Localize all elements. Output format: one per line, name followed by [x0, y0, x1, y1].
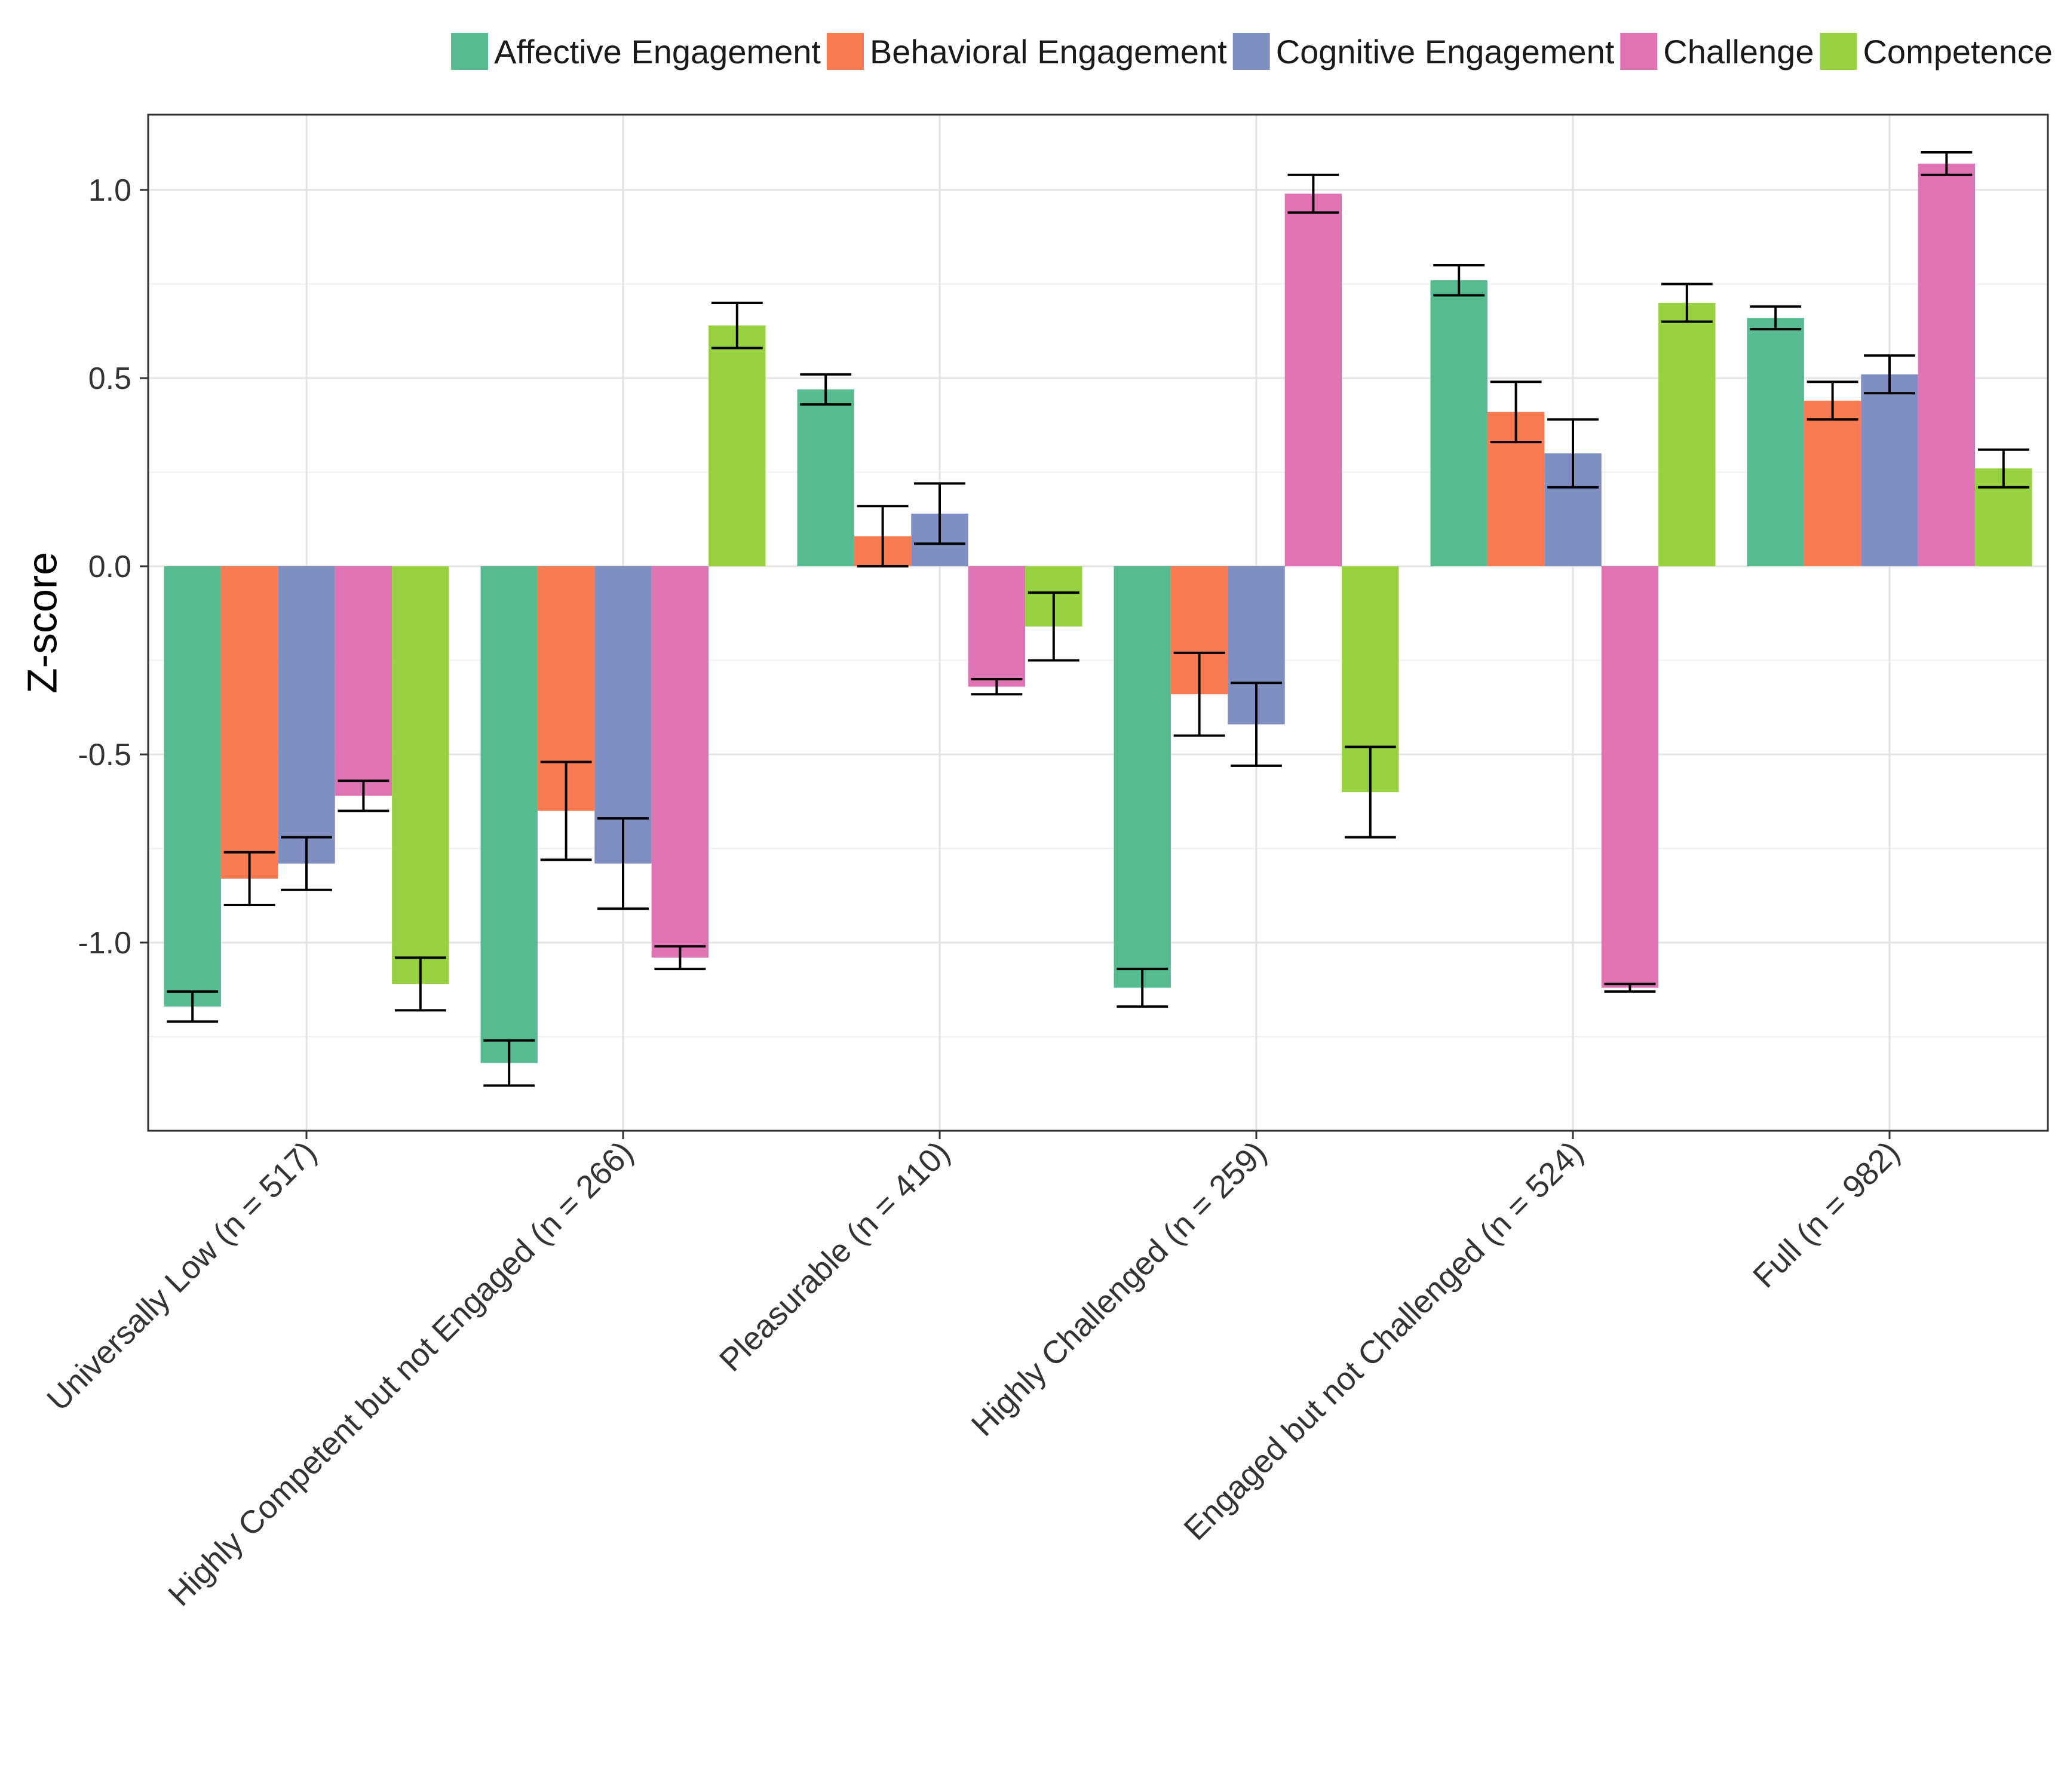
bar — [797, 389, 854, 566]
bar — [1430, 280, 1488, 566]
legend-item: Cognitive Engagement — [1232, 33, 1615, 70]
x-tick-label: Engaged but not Challenged (n = 524) — [1177, 1134, 1590, 1547]
bar — [392, 566, 449, 984]
legend-label: Competence — [1863, 33, 2053, 70]
error-bar — [1921, 151, 1973, 176]
error-bar — [800, 373, 852, 406]
error-bar — [167, 990, 219, 1023]
legend-swatch — [1232, 33, 1270, 70]
error-bar — [1750, 305, 1802, 331]
legend-label: Affective Engagement — [494, 33, 821, 70]
error-bar — [281, 836, 332, 891]
error-bar — [654, 945, 706, 971]
legend-label: Behavioral Engagement — [870, 33, 1227, 70]
error-bar — [1433, 264, 1485, 297]
bar — [1804, 400, 1861, 566]
bar — [1284, 194, 1342, 566]
bar — [480, 566, 538, 1063]
legend-item: Affective Engagement — [451, 33, 821, 70]
error-bar — [1287, 173, 1339, 214]
legend-swatch — [1820, 33, 1857, 70]
error-bar — [223, 851, 275, 906]
error-bar — [1173, 651, 1225, 737]
x-tick-label: Pleasurable (n = 410) — [713, 1134, 957, 1379]
y-tick-label: -1.0 — [78, 926, 131, 961]
error-bar — [1864, 354, 1915, 395]
legend-item: Challenge — [1620, 33, 1814, 70]
x-tick-label: Highly Challenged (n = 259) — [965, 1134, 1274, 1443]
bar — [335, 566, 392, 796]
error-bar — [1977, 448, 2029, 489]
error-bar — [1661, 283, 1713, 323]
bar — [220, 566, 278, 879]
x-axis: Universally Low (n = 517)Highly Competen… — [40, 1131, 1906, 1613]
error-bar — [1490, 381, 1542, 444]
bar — [594, 566, 652, 864]
error-bar — [1231, 682, 1282, 767]
y-tick-label: 0.0 — [88, 550, 131, 584]
bars — [164, 163, 2032, 1063]
bar — [1601, 566, 1659, 988]
bar — [651, 566, 709, 958]
error-bar — [338, 780, 389, 812]
plot-panel — [147, 113, 2049, 1132]
error-bar — [597, 817, 649, 910]
legend: Affective Engagement Behavioral Engagemen… — [451, 33, 2053, 70]
error-bar — [1344, 745, 1396, 839]
bar — [709, 325, 766, 566]
error-bar — [1547, 418, 1599, 489]
bar — [164, 566, 221, 1007]
bar — [278, 566, 335, 864]
bar — [968, 566, 1026, 687]
bar — [1861, 374, 1918, 566]
error-bar — [483, 1039, 535, 1087]
x-tick-label: Full (n = 982) — [1746, 1134, 1906, 1294]
x-tick-label: Universally Low (n = 517) — [40, 1134, 323, 1417]
error-bar — [914, 482, 965, 545]
y-tick-label: -0.5 — [78, 738, 131, 772]
error-bar — [971, 678, 1023, 696]
error-bar — [394, 956, 446, 1012]
y-axis-title: Z-score — [19, 552, 66, 694]
error-bar — [1807, 381, 1858, 421]
bar — [1918, 163, 1976, 566]
error-bar — [1028, 591, 1079, 662]
bar — [1658, 303, 1716, 566]
bar — [1114, 566, 1171, 988]
error-bars — [167, 151, 2029, 1087]
y-tick-label: 1.0 — [88, 173, 131, 208]
legend-label: Cognitive Engagement — [1276, 33, 1615, 70]
error-bar — [857, 505, 909, 567]
bar — [1747, 318, 1804, 566]
legend-swatch — [451, 33, 489, 70]
error-bar — [1604, 983, 1656, 993]
legend-swatch — [1620, 33, 1658, 70]
y-axis: -1.0 -0.5 0.0 0.5 1.0 — [78, 173, 148, 961]
legend-item: Behavioral Engagement — [826, 33, 1227, 70]
legend-swatch — [826, 33, 864, 70]
error-bar — [1117, 968, 1168, 1008]
y-tick-label: 0.5 — [88, 361, 131, 396]
error-bar — [711, 302, 763, 349]
legend-item: Competence — [1820, 33, 2053, 70]
legend-label: Challenge — [1663, 33, 1814, 70]
error-bar — [540, 760, 592, 861]
